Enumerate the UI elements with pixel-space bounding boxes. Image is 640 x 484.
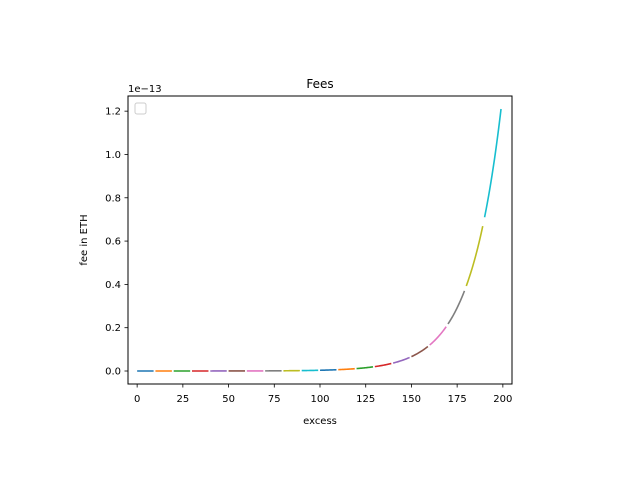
y-offset-label: 1e−13 — [128, 84, 162, 95]
series-segment-20 — [485, 109, 501, 217]
series-segment-13 — [357, 367, 373, 369]
y-tick-label: 0.2 — [105, 323, 121, 334]
x-tick-label: 75 — [268, 394, 281, 405]
y-tick-label: 0.6 — [105, 237, 121, 248]
x-tick-label: 100 — [310, 394, 329, 405]
x-tick-label: 50 — [222, 394, 235, 405]
series-segment-12 — [338, 369, 354, 370]
y-tick-label: 0.4 — [105, 280, 121, 291]
series-segment-17 — [430, 327, 446, 345]
y-tick-label: 0.8 — [105, 193, 121, 204]
y-tick-label: 1.2 — [105, 107, 121, 118]
x-tick-label: 150 — [402, 394, 421, 405]
chart-title: Fees — [306, 77, 333, 91]
y-axis-label: fee in ETH — [79, 214, 90, 265]
series-segment-16 — [411, 347, 427, 357]
x-tick-label: 0 — [134, 394, 140, 405]
series-segment-14 — [375, 364, 391, 367]
x-axis-ticks: 0 25 50 75 100 125 150 175 200 — [134, 384, 512, 405]
x-tick-label: 25 — [176, 394, 189, 405]
series-segment-19 — [466, 226, 482, 286]
x-tick-label: 125 — [356, 394, 375, 405]
plot-area — [137, 109, 501, 371]
y-axis-ticks: 0.0 0.2 0.4 0.6 0.8 1.0 1.2 — [105, 107, 128, 378]
y-tick-label: 1.0 — [105, 150, 121, 161]
y-tick-label: 0.0 — [105, 367, 121, 378]
x-tick-label: 200 — [493, 394, 512, 405]
x-tick-label: 175 — [448, 394, 467, 405]
x-axis-label: excess — [303, 416, 337, 427]
series-segment-18 — [448, 291, 464, 324]
plot-frame — [128, 96, 512, 384]
series-segment-11 — [320, 370, 336, 371]
series-segment-15 — [393, 357, 409, 363]
legend-box — [135, 103, 146, 114]
